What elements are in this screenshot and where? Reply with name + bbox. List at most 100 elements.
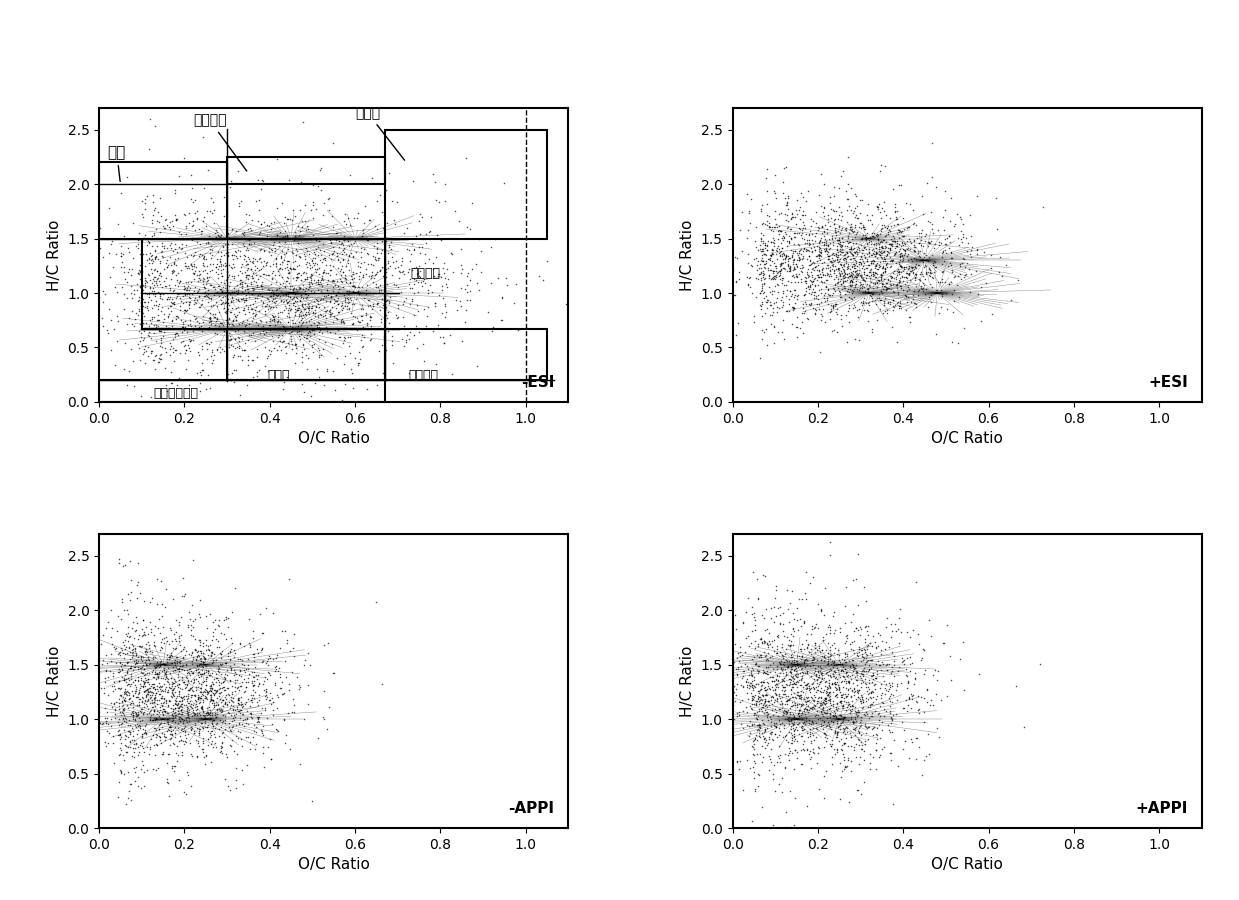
Point: [339, 274, 359, 289]
Point: [151, 712, 171, 726]
Point: [826, 670, 846, 684]
Point: [815, 690, 835, 705]
Point: [207, 341, 227, 356]
Point: [901, 264, 921, 278]
Point: [368, 296, 388, 310]
Point: [266, 300, 286, 314]
Point: [812, 690, 831, 705]
Point: [207, 312, 227, 327]
Point: [120, 706, 140, 721]
Point: [799, 752, 819, 766]
Point: [169, 279, 188, 293]
Point: [748, 690, 768, 705]
Point: [120, 734, 140, 748]
Point: [374, 302, 394, 316]
Point: [242, 695, 261, 709]
Point: [144, 278, 164, 293]
Point: [887, 264, 907, 278]
Point: [109, 696, 129, 710]
Point: [783, 303, 803, 318]
Point: [798, 658, 818, 672]
Point: [333, 333, 353, 347]
Point: [325, 293, 344, 308]
Point: [981, 307, 1001, 321]
Point: [867, 274, 887, 289]
Point: [937, 285, 957, 300]
Point: [786, 230, 805, 244]
Point: [186, 611, 206, 625]
Point: [813, 265, 833, 279]
Point: [772, 700, 792, 715]
Point: [903, 266, 923, 280]
Point: [815, 294, 835, 309]
Point: [165, 730, 185, 744]
Point: [772, 244, 792, 258]
Point: [142, 252, 162, 266]
Point: [136, 675, 156, 689]
Point: [339, 339, 359, 354]
Point: [802, 701, 821, 716]
Point: [797, 681, 817, 696]
Point: [177, 700, 197, 715]
Point: [140, 615, 160, 629]
Point: [263, 308, 282, 322]
Point: [178, 711, 198, 725]
Point: [763, 767, 783, 781]
Point: [841, 753, 861, 768]
Point: [823, 301, 843, 315]
Point: [839, 796, 859, 810]
Point: [238, 302, 258, 317]
Point: [181, 193, 201, 207]
Point: [865, 266, 885, 280]
Point: [838, 149, 857, 164]
Point: [843, 205, 862, 220]
Point: [129, 639, 149, 653]
Point: [916, 230, 935, 244]
Point: [249, 252, 269, 266]
Point: [777, 654, 797, 669]
Point: [206, 307, 225, 321]
Point: [740, 271, 760, 285]
Point: [891, 602, 911, 616]
Point: [129, 685, 149, 699]
Point: [310, 343, 330, 357]
Point: [190, 610, 209, 625]
Point: [171, 697, 191, 711]
Point: [908, 702, 928, 716]
Point: [177, 325, 197, 339]
Point: [239, 237, 259, 251]
Point: [250, 723, 270, 737]
Point: [909, 273, 929, 287]
Point: [154, 656, 173, 670]
Point: [202, 263, 222, 277]
Point: [776, 707, 795, 722]
Point: [795, 653, 815, 668]
Point: [216, 312, 235, 327]
Point: [750, 267, 769, 282]
Point: [338, 234, 358, 248]
Point: [823, 716, 843, 730]
Point: [218, 610, 238, 625]
Point: [187, 212, 207, 226]
Point: [763, 707, 783, 722]
Point: [763, 670, 783, 685]
Point: [260, 314, 280, 328]
Point: [183, 652, 203, 667]
Point: [835, 239, 855, 254]
Point: [954, 270, 974, 284]
Point: [761, 716, 781, 730]
Point: [820, 669, 840, 683]
Point: [130, 326, 150, 340]
Point: [938, 258, 958, 273]
Point: [225, 363, 245, 377]
Point: [147, 572, 167, 586]
Point: [292, 282, 312, 296]
Point: [166, 309, 186, 323]
Point: [99, 725, 119, 740]
Point: [183, 324, 203, 338]
Point: [202, 238, 222, 253]
Point: [216, 258, 235, 273]
Point: [271, 286, 291, 301]
Point: [357, 277, 377, 292]
Point: [746, 706, 766, 720]
